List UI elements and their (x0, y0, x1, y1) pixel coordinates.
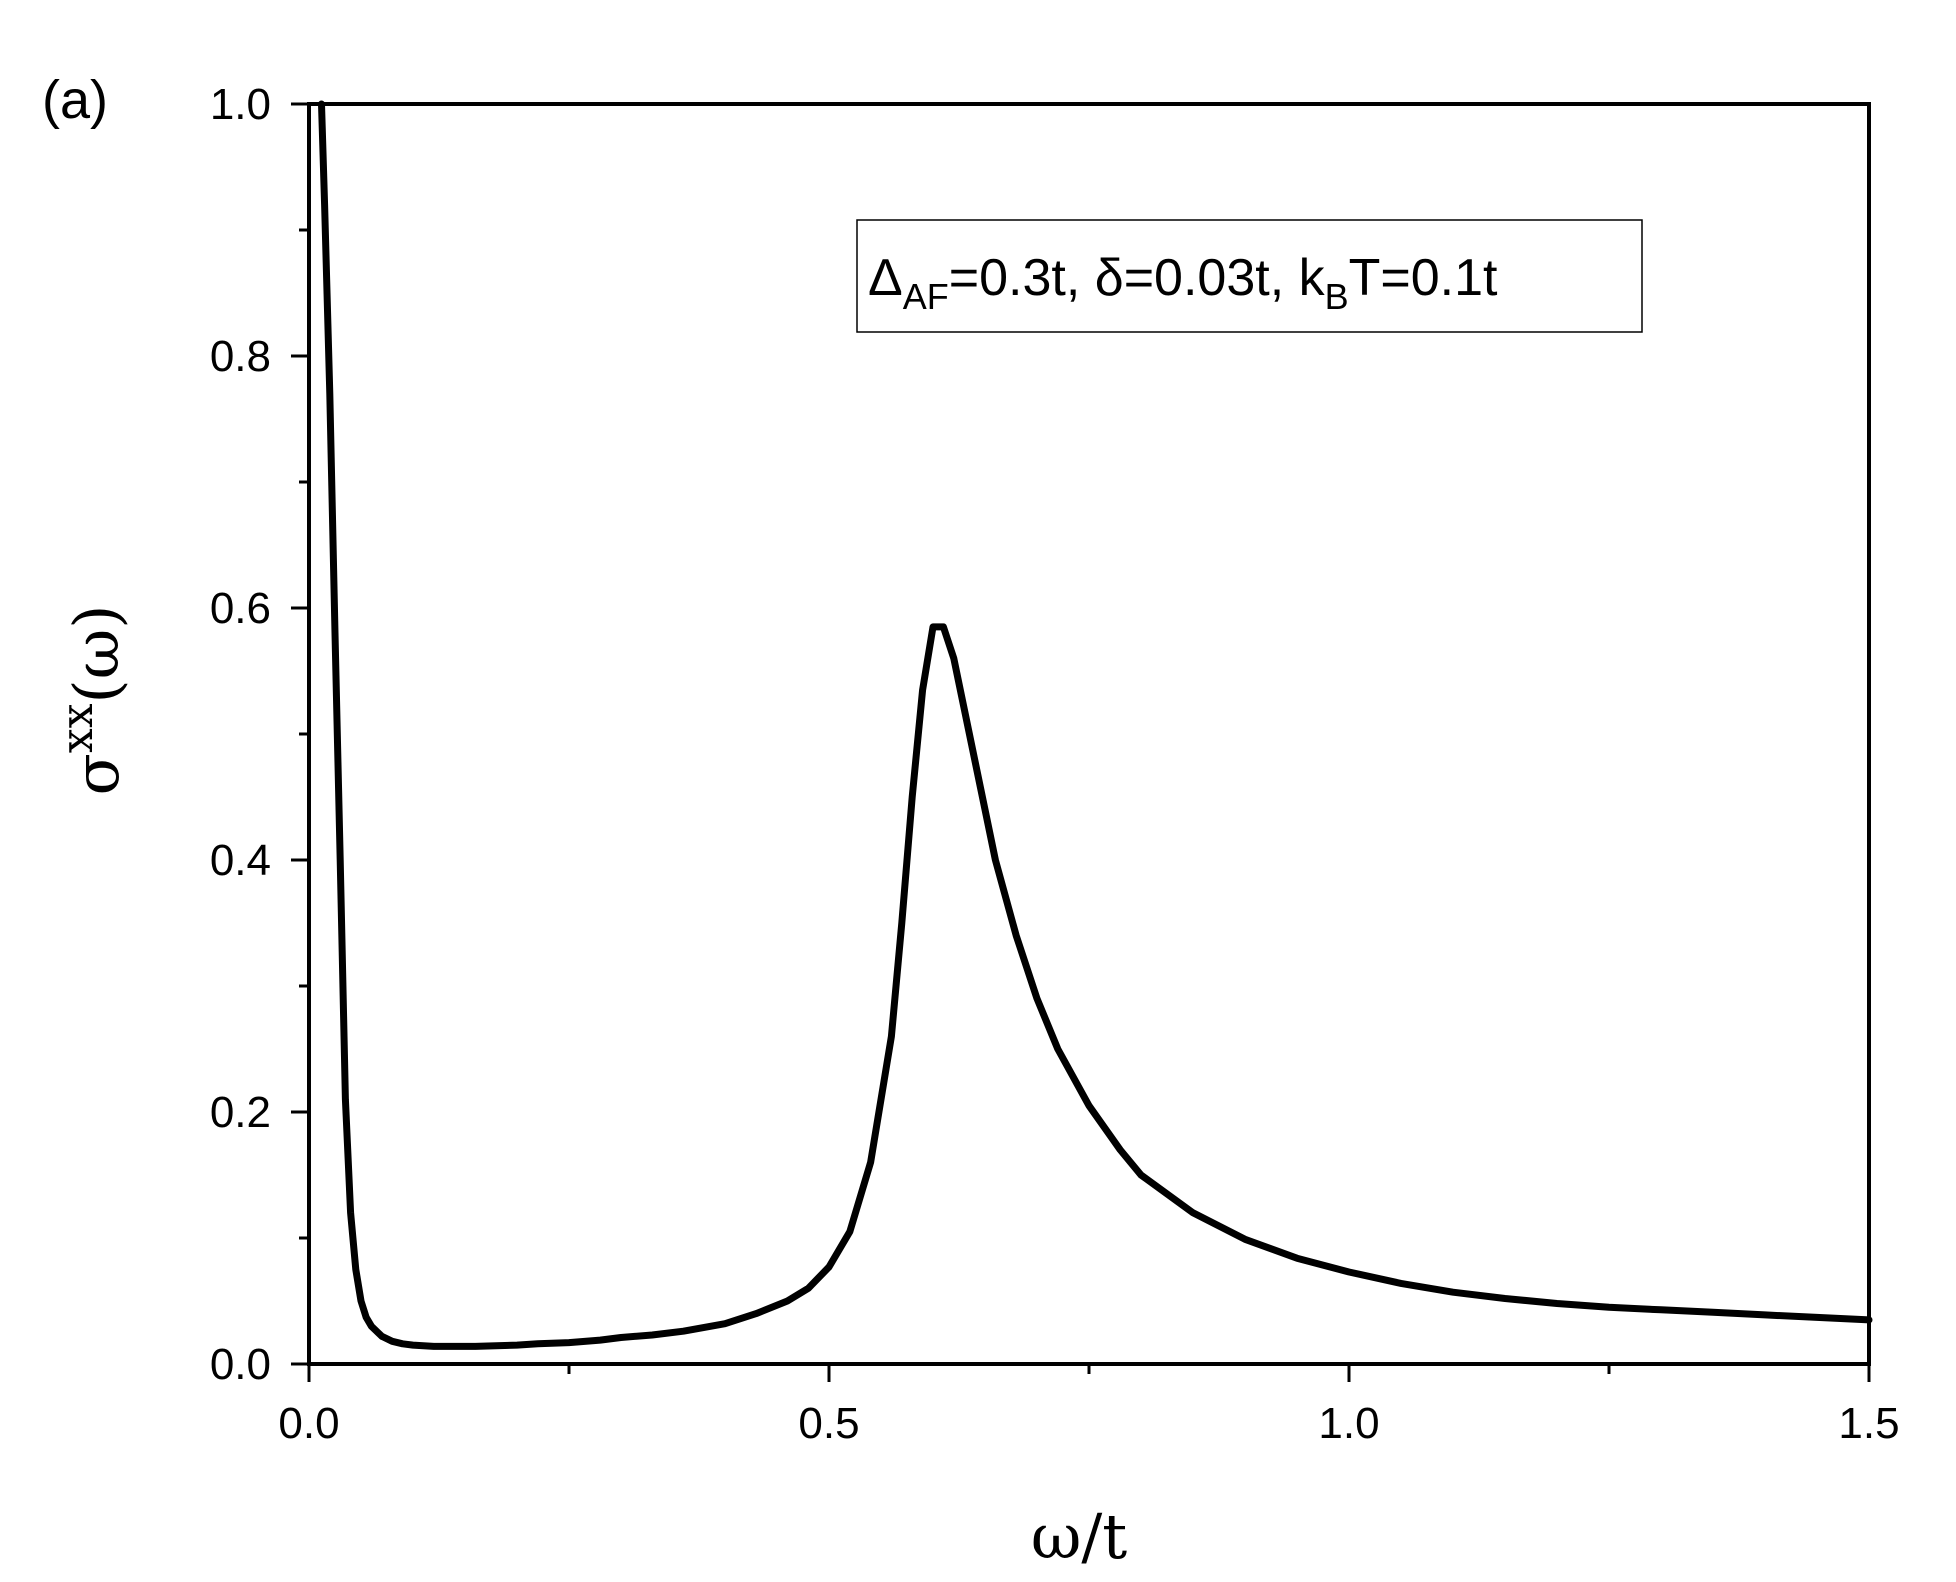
annotation-subscript: AF (903, 276, 949, 317)
y-tick-label: 0.8 (210, 332, 271, 381)
x-tick-label: 1.5 (1838, 1399, 1899, 1448)
plot-area: 0.0 0.5 1.0 1.5 0.0 0.2 0.4 0.6 0.8 1.0 (210, 80, 1900, 1448)
x-tick-label: 0.5 (798, 1399, 859, 1448)
x-axis-title: ω/t (1031, 1500, 1127, 1573)
annotation-frame (856, 219, 1643, 333)
y-tick-label: 0.2 (210, 1088, 271, 1137)
y-tick-label: 1.0 (210, 80, 271, 129)
annotation-text: ΔAF=0.3t, δ=0.03t, kBT=0.1t (868, 249, 1498, 317)
annotation-subscript: B (1325, 276, 1349, 317)
y-axis-title-base: σ (60, 753, 133, 795)
annotation-part: =0.3t, δ=0.03t, k (949, 249, 1326, 307)
y-axis-title-suffix: (ω) (60, 605, 133, 704)
series-line (318, 100, 1873, 1350)
annotation-box: ΔAF=0.3t, δ=0.03t, kBT=0.1t (856, 219, 1643, 333)
y-axis-title-superscript: xx (52, 703, 103, 753)
y-tick-label: 0.6 (210, 584, 271, 633)
x-tick-label: 1.0 (1318, 1399, 1379, 1448)
x-tick-label: 0.0 (278, 1399, 339, 1448)
x-axis: 0.0 0.5 1.0 1.5 (278, 1364, 1900, 1448)
y-axis-title: σxx(ω) (52, 605, 133, 796)
y-axis: 0.0 0.2 0.4 0.6 0.8 1.0 (210, 80, 309, 1389)
y-tick-label: 0.4 (210, 836, 271, 885)
panel-label: (a) (42, 70, 108, 130)
annotation-part: Δ (868, 249, 903, 307)
y-tick-label: 0.0 (210, 1340, 271, 1389)
annotation-part: T=0.1t (1349, 249, 1498, 307)
